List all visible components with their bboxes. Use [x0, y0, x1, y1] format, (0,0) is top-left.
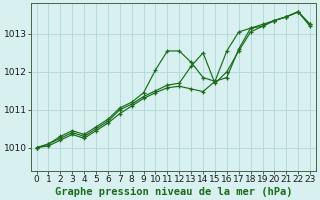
X-axis label: Graphe pression niveau de la mer (hPa): Graphe pression niveau de la mer (hPa): [55, 186, 292, 197]
